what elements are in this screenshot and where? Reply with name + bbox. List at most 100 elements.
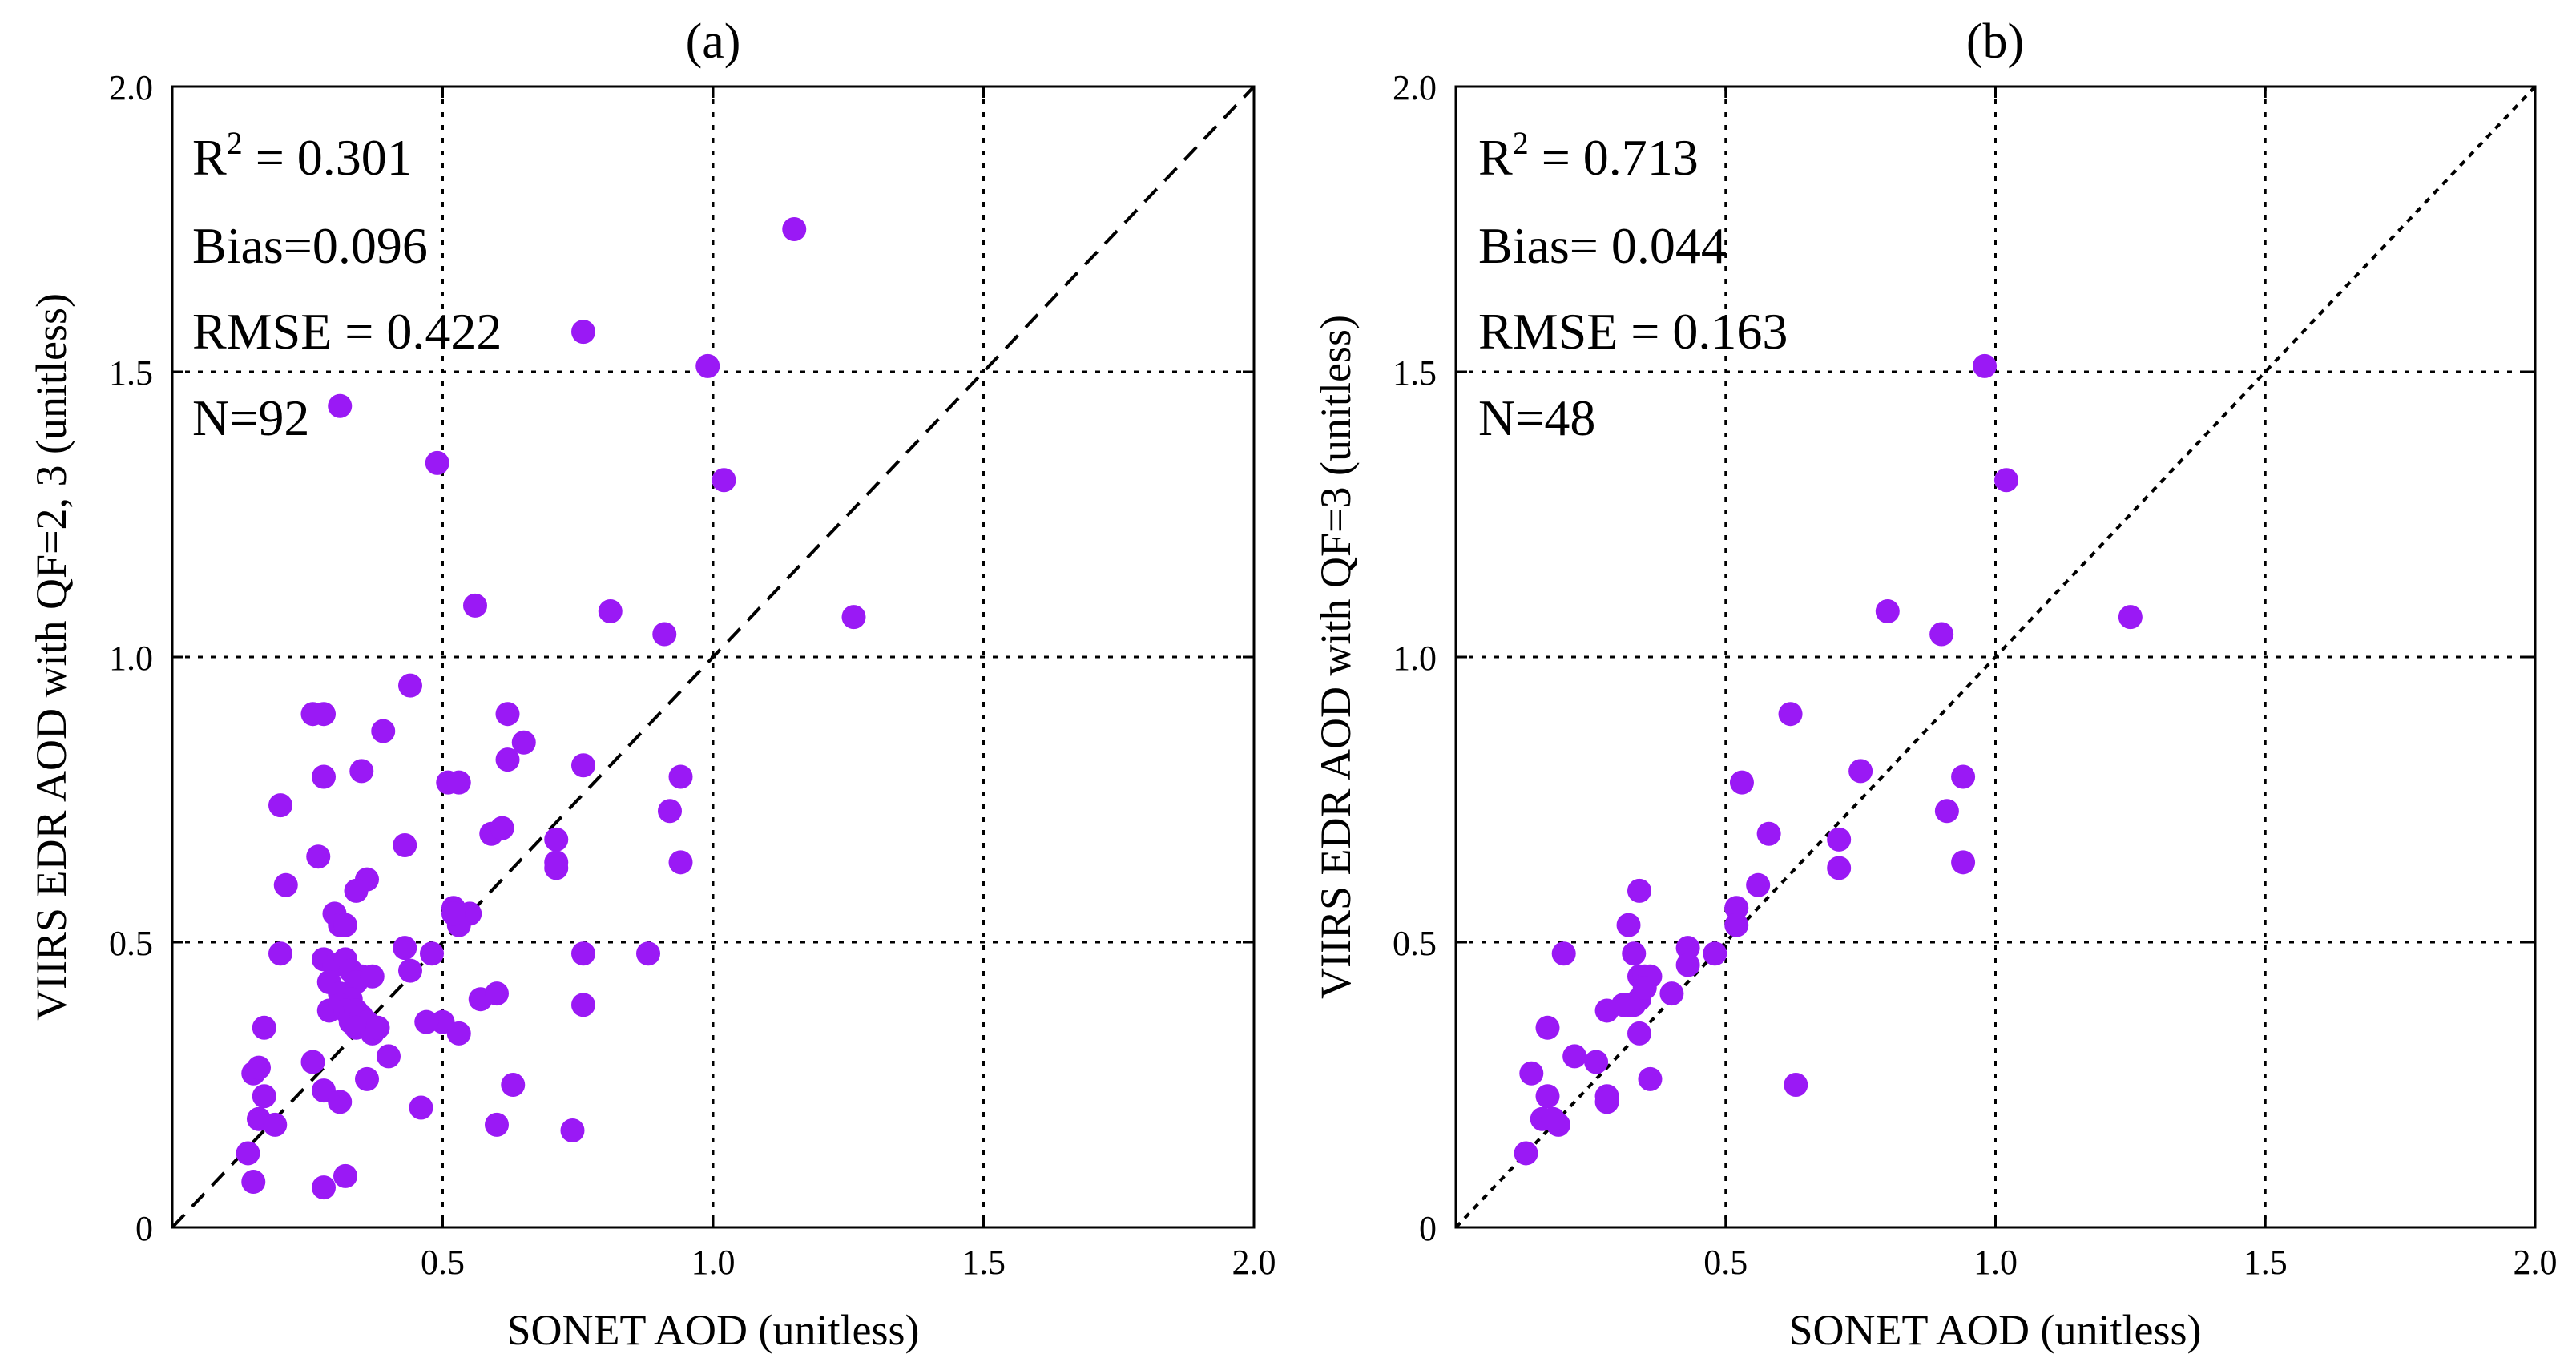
panel-a-point bbox=[247, 1055, 271, 1080]
panel-a-point bbox=[425, 450, 449, 475]
panel-b-point bbox=[1627, 878, 1651, 903]
panel-a-point bbox=[636, 941, 660, 966]
panel-a-point bbox=[300, 1050, 325, 1074]
panel-a-point bbox=[398, 958, 422, 983]
panel-a-y-axis-label: VIIRS EDR AOD with QF=2, 3 (unitless) bbox=[27, 293, 75, 1021]
panel-b-point bbox=[1756, 821, 1781, 846]
panel-a-point bbox=[268, 793, 292, 818]
panel-b-point bbox=[1594, 998, 1619, 1023]
panel-a-y-tick-label: 0.5 bbox=[109, 924, 153, 963]
panel-a-point bbox=[328, 393, 353, 418]
panel-b-point bbox=[1993, 468, 2018, 493]
panel-a-n: N=92 bbox=[192, 389, 309, 446]
panel-a-point bbox=[695, 353, 720, 378]
panel-b-point bbox=[1934, 799, 1959, 824]
panel-a-point bbox=[409, 1095, 433, 1120]
panel-a-point bbox=[360, 964, 385, 989]
panel-a-point bbox=[571, 753, 595, 778]
panel-b-point bbox=[1724, 913, 1749, 937]
panel-a-point bbox=[490, 816, 514, 840]
panel-a-point bbox=[571, 320, 595, 345]
panel-a-point bbox=[485, 1112, 509, 1137]
panel-a-x-axis-label: SONET AOD (unitless) bbox=[506, 1306, 919, 1354]
panel-b-x-tick-label: 1.5 bbox=[2243, 1243, 2288, 1282]
panel-b-rmse: RMSE = 0.163 bbox=[1478, 303, 1788, 360]
panel-a-point bbox=[420, 941, 444, 966]
panel-a-point bbox=[485, 981, 509, 1006]
panel-a-point bbox=[668, 764, 693, 789]
panel-b-point bbox=[1848, 759, 1873, 784]
panel-a-point bbox=[393, 936, 417, 961]
panel-b-ticks: 0.5 1.0 1.5 2.0 0 0.5 1.0 1.5 2.0 bbox=[1393, 68, 2558, 1282]
panel-b-point bbox=[1827, 856, 1852, 880]
panel-a-x-tick-label: 0.5 bbox=[421, 1243, 465, 1282]
panel-a-point bbox=[658, 799, 682, 824]
panel-a-point bbox=[668, 850, 693, 875]
panel-b-point bbox=[1875, 599, 1900, 624]
panel-b-point bbox=[1675, 936, 1700, 961]
panel-a-point bbox=[365, 1015, 390, 1040]
panel-a-point bbox=[841, 605, 866, 630]
scatter-panel-a: (a) 0.5 1.0 1.5 2.0 0 0.5 1.0 1.5 2.0 R2 = 0.301… bbox=[27, 14, 1276, 1354]
panel-a-point bbox=[495, 747, 520, 772]
panel-b-point bbox=[1784, 1073, 1808, 1097]
panel-a-point bbox=[344, 878, 369, 903]
panel-b-point bbox=[1535, 1084, 1560, 1109]
panel-b-point bbox=[1703, 941, 1727, 966]
panel-a-y-tick-label: 2.0 bbox=[109, 68, 153, 107]
panel-a-point bbox=[252, 1015, 276, 1040]
panel-b-n: N=48 bbox=[1478, 389, 1595, 446]
panel-a-point bbox=[414, 1009, 439, 1034]
panel-a-point bbox=[371, 719, 396, 743]
panel-b-y-tick-label: 0 bbox=[1419, 1209, 1437, 1248]
panel-b-point bbox=[1951, 764, 1976, 789]
panel-b-point bbox=[1627, 1021, 1651, 1046]
panel-a-y-tick-label: 1.5 bbox=[109, 353, 153, 393]
panel-b-x-tick-label: 1.0 bbox=[1973, 1243, 2018, 1282]
panel-a-point bbox=[712, 468, 736, 493]
panel-a-point bbox=[511, 730, 536, 755]
panel-a-point bbox=[446, 770, 471, 795]
panel-b-point bbox=[1622, 941, 1647, 966]
panel-b-x-tick-label: 2.0 bbox=[2514, 1243, 2558, 1282]
panel-b-point bbox=[2118, 605, 2143, 630]
panel-b-point bbox=[1541, 1106, 1566, 1131]
panel-b-point bbox=[1659, 981, 1684, 1006]
panel-b-y-tick-label: 0.5 bbox=[1393, 924, 1437, 963]
panel-b-point bbox=[1632, 975, 1657, 1000]
panel-a-y-tick-label: 1.0 bbox=[109, 639, 153, 678]
panel-a-point bbox=[560, 1118, 585, 1142]
panel-a-x-tick-label: 1.5 bbox=[961, 1243, 1006, 1282]
panel-b-point bbox=[1514, 1141, 1538, 1166]
panel-b-point bbox=[1973, 353, 1998, 378]
panel-a-point bbox=[252, 1084, 276, 1109]
panel-a-point bbox=[495, 702, 520, 727]
panel-b-point bbox=[1675, 953, 1700, 977]
panel-a-point bbox=[273, 872, 298, 897]
panel-b-bias: Bias= 0.044 bbox=[1478, 217, 1727, 274]
scatter-panel-b: (b) 0.5 1.0 1.5 2.0 0 0.5 1.0 1.5 2.0 R2 = 0.713… bbox=[1312, 14, 2558, 1354]
panel-b-point bbox=[1724, 896, 1749, 921]
panel-b-point bbox=[1535, 1015, 1560, 1040]
panel-b-y-tick-label: 1.0 bbox=[1393, 639, 1437, 678]
panel-b-point bbox=[1951, 850, 1976, 875]
panel-b-x-tick-label: 0.5 bbox=[1703, 1243, 1748, 1282]
panel-a-point bbox=[312, 702, 336, 727]
panel-b-point bbox=[1746, 872, 1771, 897]
panel-a-point bbox=[398, 673, 422, 698]
panel-a-point bbox=[333, 913, 357, 937]
panel-b-point bbox=[1616, 913, 1641, 937]
panel-a-point bbox=[463, 593, 487, 618]
panel-b-y-tick-label: 1.5 bbox=[1393, 353, 1437, 393]
panel-a-point bbox=[393, 832, 417, 857]
panel-a-x-tick-label: 2.0 bbox=[1232, 1243, 1276, 1282]
panel-a-point bbox=[349, 759, 374, 784]
panel-a-bias: Bias=0.096 bbox=[192, 217, 428, 274]
panel-a-point bbox=[355, 1066, 379, 1091]
panel-a-point bbox=[501, 1073, 526, 1097]
panel-a-point bbox=[652, 622, 677, 647]
panel-a-point bbox=[441, 901, 466, 926]
panel-a-points bbox=[236, 217, 866, 1200]
panel-a-point bbox=[571, 993, 595, 1017]
